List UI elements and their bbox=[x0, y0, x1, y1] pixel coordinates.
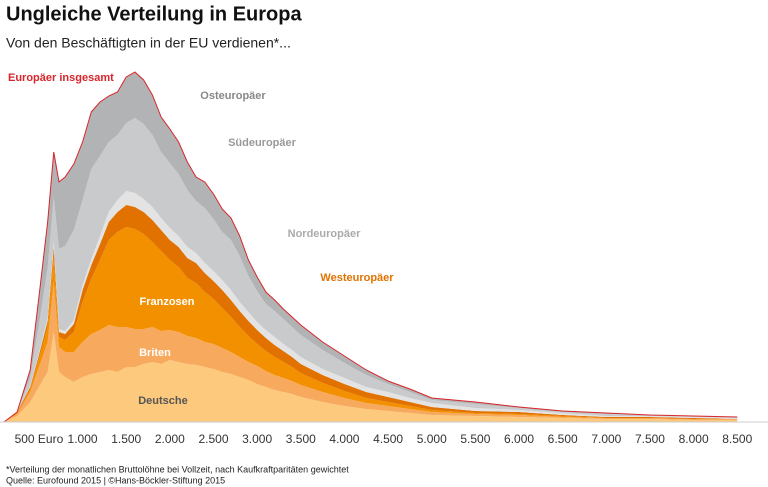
x-tick-label: 4.500 bbox=[373, 432, 403, 446]
x-tick-label: 6.000 bbox=[504, 432, 534, 446]
total-line bbox=[3, 71, 738, 423]
chart-subtitle: Von den Beschäftigten in der EU verdiene… bbox=[6, 35, 291, 51]
area bbox=[4, 205, 738, 422]
x-tick-label: 5.500 bbox=[460, 432, 490, 446]
area bbox=[4, 332, 738, 422]
x-tick-label: 7.000 bbox=[591, 432, 621, 446]
series-label: Südeuropäer bbox=[228, 137, 297, 149]
x-tick-label: 8.000 bbox=[679, 432, 709, 446]
x-tick-label: 500 Euro bbox=[15, 432, 64, 446]
area bbox=[4, 282, 738, 422]
series-label: Briten bbox=[139, 347, 171, 359]
area bbox=[4, 118, 738, 422]
series-label: Nordeuropäer bbox=[288, 228, 361, 240]
x-tick-label: 2.000 bbox=[155, 432, 185, 446]
x-tick-label: 1.500 bbox=[111, 432, 141, 446]
x-tick-label: 7.500 bbox=[635, 432, 665, 446]
area bbox=[4, 191, 738, 422]
x-tick-label: 3.000 bbox=[242, 432, 272, 446]
x-tick-label: 4.000 bbox=[329, 432, 359, 446]
x-tick-label: 1.000 bbox=[68, 432, 98, 446]
x-tick-label: 8.500 bbox=[722, 432, 752, 446]
series-label: Deutsche bbox=[138, 395, 188, 407]
x-tick-label: 2.500 bbox=[198, 432, 228, 446]
x-tick-label: 6.500 bbox=[548, 432, 578, 446]
x-tick-label: 5.000 bbox=[417, 432, 447, 446]
series-label: Franzosen bbox=[139, 296, 194, 308]
area bbox=[4, 227, 738, 422]
chart-title: Ungleiche Verteilung in Europa bbox=[6, 3, 302, 25]
footnote: *Verteilung der monatlichen Bruttolöhne … bbox=[6, 464, 349, 474]
series-label: Westeuropäer bbox=[320, 272, 394, 284]
total-label: Europäer insgesamt bbox=[8, 72, 114, 84]
x-tick-label: 3.500 bbox=[286, 432, 316, 446]
source: Quelle: Eurofound 2015 | ©Hans-Böckler-S… bbox=[6, 475, 225, 485]
series-label: Osteuropäer bbox=[200, 90, 266, 102]
